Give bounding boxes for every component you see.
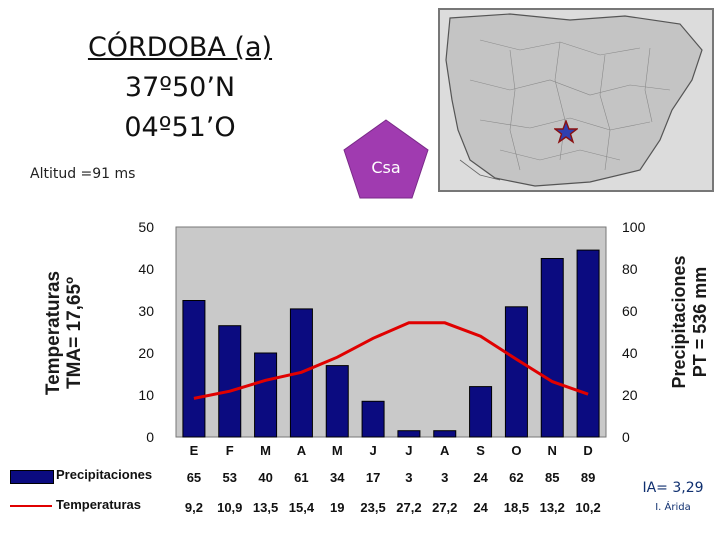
temperature-value: 24 xyxy=(473,500,488,515)
right-tick-label: 0 xyxy=(622,429,630,445)
right-tick-label: 40 xyxy=(622,345,638,361)
temperature-value: 27,2 xyxy=(396,500,422,515)
month-label: S xyxy=(476,443,485,458)
latitude: 37º50’N xyxy=(124,72,236,103)
temperature-value: 19 xyxy=(330,500,345,515)
month-label: J xyxy=(405,443,412,458)
month-label: N xyxy=(548,443,557,458)
precipitation-value: 40 xyxy=(258,470,273,485)
precipitation-value: 61 xyxy=(294,470,309,485)
precipitation-value: 17 xyxy=(365,470,381,485)
month-label: M xyxy=(260,443,271,458)
temperature-values-row: 9,2 10,9 13,5 15,4 19 23,5 27,2 27,2 24 18,5 13,2 1… xyxy=(176,496,606,520)
right-tick-label: 20 xyxy=(622,387,638,403)
temperature-value: 15,4 xyxy=(288,500,315,515)
precipitation-bar xyxy=(576,249,600,438)
temperature-value: 9,2 xyxy=(184,500,203,515)
precipitation-bar xyxy=(504,306,528,438)
precipitation-bar xyxy=(254,352,278,438)
legend-precipitation: Precipitaciones xyxy=(10,464,170,488)
precipitation-bar xyxy=(182,300,206,438)
precipitation-value: 24 xyxy=(473,470,488,485)
month-label: D xyxy=(583,443,592,458)
month-label: J xyxy=(369,443,376,458)
precipitation-value: 3 xyxy=(405,470,413,485)
temperature-value: 10,9 xyxy=(217,500,243,515)
month-label: A xyxy=(440,443,450,458)
page-title: CÓRDOBA (a) 37º50’N 04º51’O xyxy=(60,28,300,148)
legend-line-swatch xyxy=(10,505,52,507)
climate-type: Csa xyxy=(371,158,401,177)
climate-badge: Csa xyxy=(342,118,430,200)
precipitation-bar xyxy=(218,325,242,438)
precipitation-bar xyxy=(469,386,493,438)
left-tick-label: 10 xyxy=(138,387,154,403)
legend-temperature: Temperaturas xyxy=(10,494,170,518)
precipitation-bar xyxy=(325,365,349,438)
precipitation-value: 3 xyxy=(441,470,449,485)
altitude-label: Altitud =91 ms xyxy=(30,166,136,182)
legend-bar-swatch xyxy=(10,470,54,484)
location-map xyxy=(438,8,714,192)
month-label: E xyxy=(190,443,199,458)
aridity-index: IA= 3,29 xyxy=(642,480,704,496)
precipitation-value: 62 xyxy=(509,470,524,485)
temperature-value: 27,2 xyxy=(432,500,458,515)
precipitation-bar xyxy=(361,400,385,438)
temperature-value: 13,2 xyxy=(539,500,565,515)
temperature-value: 18,5 xyxy=(503,500,530,515)
month-label: A xyxy=(297,443,307,458)
station-name: CÓRDOBA (a) xyxy=(87,32,273,63)
temperature-line xyxy=(193,321,589,400)
precipitation-bar xyxy=(540,258,564,438)
precipitation-value: 85 xyxy=(545,470,560,485)
left-tick-label: 0 xyxy=(146,429,154,445)
month-label: M xyxy=(332,443,343,458)
precipitation-value: 89 xyxy=(580,470,596,485)
aridity-class: I. Árida xyxy=(655,502,691,513)
precipitation-bar xyxy=(433,430,457,438)
precipitation-value: 65 xyxy=(186,470,202,485)
right-tick-label: 60 xyxy=(622,303,638,319)
temperature-value: 13,5 xyxy=(252,500,279,515)
pentagon-icon xyxy=(343,119,429,199)
month-label: F xyxy=(226,443,234,458)
star-icon xyxy=(554,120,578,144)
precipitation-value: 53 xyxy=(222,470,237,485)
left-tick-label: 30 xyxy=(138,303,154,319)
longitude: 04º51’O xyxy=(124,112,236,143)
right-tick-label: 100 xyxy=(622,219,646,235)
precipitation-value: 34 xyxy=(330,470,345,485)
right-tick-label: 80 xyxy=(622,261,638,277)
precipitation-values-row: 65 53 40 61 34 17 3 3 24 62 85 89 xyxy=(176,466,606,490)
left-tick-label: 50 xyxy=(138,219,154,235)
precipitation-bar xyxy=(397,430,421,438)
map-image xyxy=(440,10,712,190)
month-label: O xyxy=(511,443,521,458)
left-tick-label: 20 xyxy=(138,345,154,361)
left-tick-label: 40 xyxy=(138,261,154,277)
temperature-value: 10,2 xyxy=(575,500,601,515)
temperature-value: 23,5 xyxy=(360,500,386,515)
